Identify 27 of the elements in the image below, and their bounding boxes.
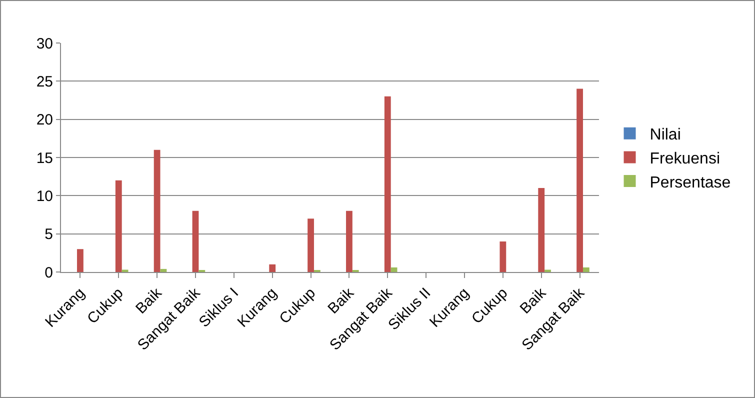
- y-tick-label: 10: [36, 188, 53, 205]
- bar: [384, 96, 391, 272]
- bar: [582, 267, 590, 272]
- bar: [154, 150, 160, 272]
- bar: [77, 249, 84, 272]
- bar: [576, 88, 583, 272]
- legend-label: Persentase: [650, 174, 731, 192]
- y-tick-label: 25: [36, 73, 53, 90]
- y-tick-label: 0: [44, 264, 53, 282]
- x-tick-label: Baik: [324, 284, 358, 318]
- bar: [390, 267, 398, 272]
- bar: [308, 218, 314, 272]
- bar: [160, 268, 167, 272]
- x-tick-label: Baik: [132, 284, 166, 318]
- x-tick-label: Baik: [516, 284, 550, 318]
- legend-label: Nilai: [650, 126, 681, 144]
- bar: [192, 210, 199, 272]
- y-tick-label: 30: [36, 35, 53, 52]
- y-tick-label: 5: [44, 226, 53, 244]
- y-tick-label: 20: [36, 112, 53, 129]
- bar: [500, 241, 506, 272]
- bar: [538, 188, 545, 272]
- legend-label: Frekuensi: [650, 150, 720, 168]
- bar: [115, 180, 122, 272]
- y-tick-label: 15: [36, 150, 53, 167]
- bar: [346, 210, 352, 272]
- bar: [269, 264, 276, 272]
